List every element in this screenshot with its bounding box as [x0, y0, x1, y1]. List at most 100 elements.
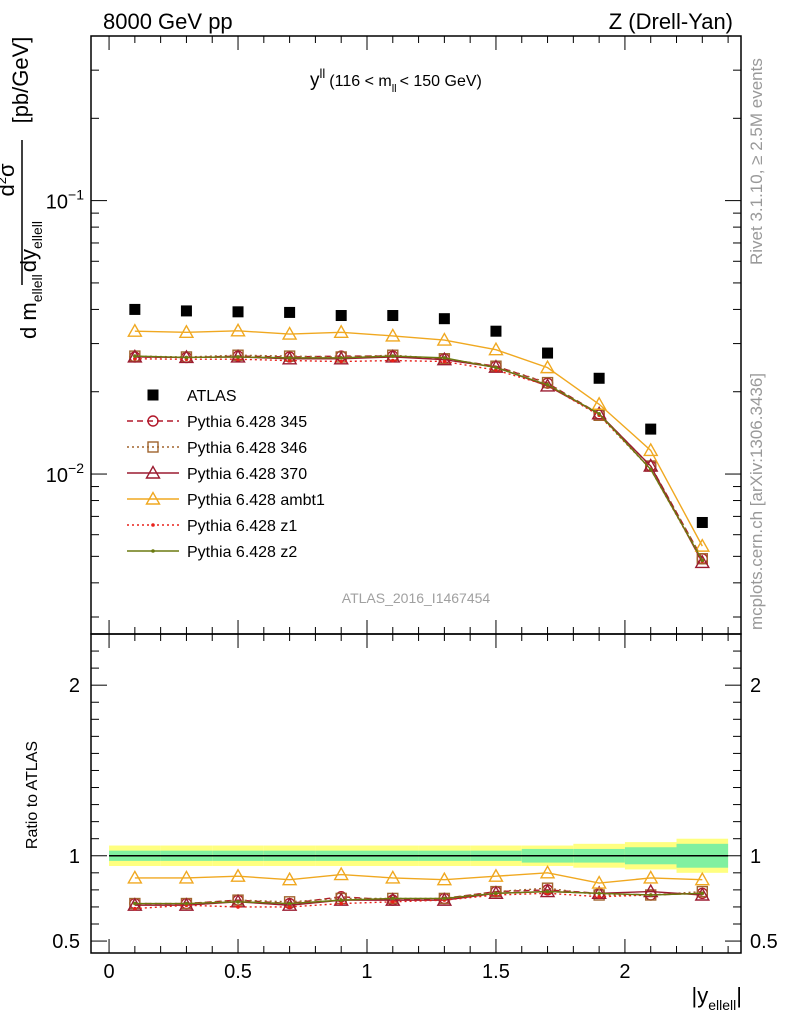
series-line-z2	[134, 355, 703, 561]
ratio-point-p370	[436, 892, 453, 906]
svg-text:[pb/GeV]: [pb/GeV]	[8, 37, 33, 124]
x-tick-label: 1.5	[482, 961, 510, 983]
legend-label-p370: Pythia 6.428 370	[187, 466, 307, 483]
ratio-line-p346	[134, 887, 703, 905]
point-z1	[287, 358, 292, 363]
rivet-label: Rivet 3.1.10, ≥ 2.5M events	[747, 58, 766, 265]
point-atlas	[335, 310, 347, 322]
legend-entry-ambt1: Pythia 6.428 ambt1	[127, 491, 325, 509]
ratio-point-ambt1	[127, 870, 143, 884]
ratio-point-z1	[287, 905, 292, 909]
point-ambt1	[539, 359, 556, 374]
ratio-point-ambt1	[591, 875, 607, 889]
point-z2	[700, 558, 705, 563]
point-atlas	[232, 306, 244, 318]
point-ambt1	[333, 324, 349, 338]
analysis-id: ATLAS_2016_I1467454	[342, 590, 491, 606]
svg-text:d mellelldyellell: d mellelldyellell	[16, 221, 45, 339]
point-z2	[184, 355, 189, 360]
ratio-point-ambt1	[539, 864, 556, 879]
ratio-y-tick-label-right: 0.5	[750, 931, 778, 953]
ratio-line-ambt1	[134, 872, 703, 884]
point-atlas	[593, 372, 605, 384]
header-left: 8000 GeV pp	[103, 9, 233, 34]
point-z2	[648, 467, 653, 472]
x-tick-label: 0	[103, 961, 114, 983]
panel-title: yll (116 < mll < 150 GeV)	[310, 66, 482, 95]
legend-marker-p345	[147, 415, 159, 427]
ratio-point-p370	[539, 883, 556, 898]
ratio-point-ambt1	[488, 868, 504, 882]
ratio-point-z2	[287, 901, 292, 906]
point-ambt1	[436, 332, 453, 346]
point-atlas	[387, 310, 399, 322]
y-axis-label: d mellelldyellell d2σ [pb/GeV]	[0, 37, 45, 339]
ratio-point-z1	[390, 900, 395, 904]
ratio-point-z2	[597, 891, 601, 896]
point-atlas	[696, 516, 708, 528]
legend-label-data: ATLAS	[187, 388, 237, 405]
main-y-ticks: 10−1 10−2	[46, 35, 741, 618]
series-line-ambt1	[134, 330, 703, 547]
point-ambt1	[281, 326, 298, 340]
ratio-series-z2	[133, 889, 705, 906]
point-z2	[494, 365, 498, 370]
ratio-point-p370	[178, 897, 195, 911]
point-ambt1	[694, 538, 711, 552]
header-right: Z (Drell-Yan)	[609, 9, 733, 34]
ratio-panel: 0 0.5 1 1.5 2 2 2 1 1 0.5 0.5	[52, 36, 778, 983]
legend-marker-atlas	[147, 389, 159, 401]
ratio-point-z2	[648, 893, 653, 897]
legend-entry-p346: Pythia 6.428 346	[127, 440, 307, 457]
ratio-point-ambt1	[333, 866, 349, 881]
point-p370	[539, 378, 556, 392]
legend-entry-z1: Pythia 6.428 z1	[127, 518, 297, 535]
point-atlas	[129, 303, 141, 315]
point-atlas	[645, 423, 657, 435]
ratio-y-tick-label: 2	[69, 675, 80, 697]
x-axis-label: |yellell|	[692, 983, 742, 1013]
ratio-point-ambt1	[281, 871, 298, 886]
point-atlas	[490, 325, 502, 337]
point-ambt1	[488, 341, 504, 356]
mcplots-label: mcplots.cern.ch [arXiv:1306.3436]	[747, 373, 766, 630]
point-ambt1	[178, 324, 195, 338]
ratio-point-z1	[236, 905, 240, 909]
ratio-line-z2	[134, 890, 703, 905]
point-z2	[236, 355, 240, 359]
ratio-point-z2	[442, 896, 447, 901]
point-z1	[339, 359, 343, 364]
legend-entry-z2: Pythia 6.428 z2	[127, 544, 297, 561]
legend-entry-p370: Pythia 6.428 370	[127, 465, 307, 483]
point-atlas	[542, 347, 554, 359]
legend-marker-ambt1	[145, 491, 161, 505]
legend: ATLAS Pythia 6.428 345 Pythia 6.428 346 Pyt…	[127, 388, 325, 561]
point-z1	[390, 358, 395, 363]
y-tick-label: 10−2	[46, 460, 84, 487]
ratio-y-label: Ratio to ATLAS	[24, 741, 41, 849]
ratio-series-p345	[129, 884, 709, 910]
x-tick-label: 2	[619, 961, 630, 983]
ratio-y-tick-label: 0.5	[52, 931, 80, 953]
point-p346	[696, 553, 709, 565]
ratio-point-z2	[339, 898, 343, 902]
legend-label-ambt1: Pythia 6.428 ambt1	[187, 492, 325, 509]
ratio-point-z2	[184, 901, 189, 906]
ratio-point-ambt1	[643, 870, 659, 884]
x-tick-label: 1	[361, 961, 372, 983]
legend-label-p345: Pythia 6.428 345	[187, 414, 307, 431]
point-ambt1	[230, 322, 246, 337]
ratio-point-ambt1	[385, 870, 401, 884]
point-z2	[390, 354, 395, 358]
legend-label-p346: Pythia 6.428 346	[187, 440, 307, 457]
point-ambt1	[127, 323, 143, 337]
legend-marker-z2	[151, 549, 155, 553]
y-tick-label: 10−1	[46, 187, 84, 214]
svg-text:d2σ: d2σ	[0, 163, 19, 196]
ratio-point-ambt1	[230, 868, 246, 882]
ratio-frame	[90, 633, 742, 954]
x-tick-label: 0.5	[224, 961, 252, 983]
ratio-point-z1	[133, 906, 137, 911]
series-z2	[133, 354, 705, 563]
